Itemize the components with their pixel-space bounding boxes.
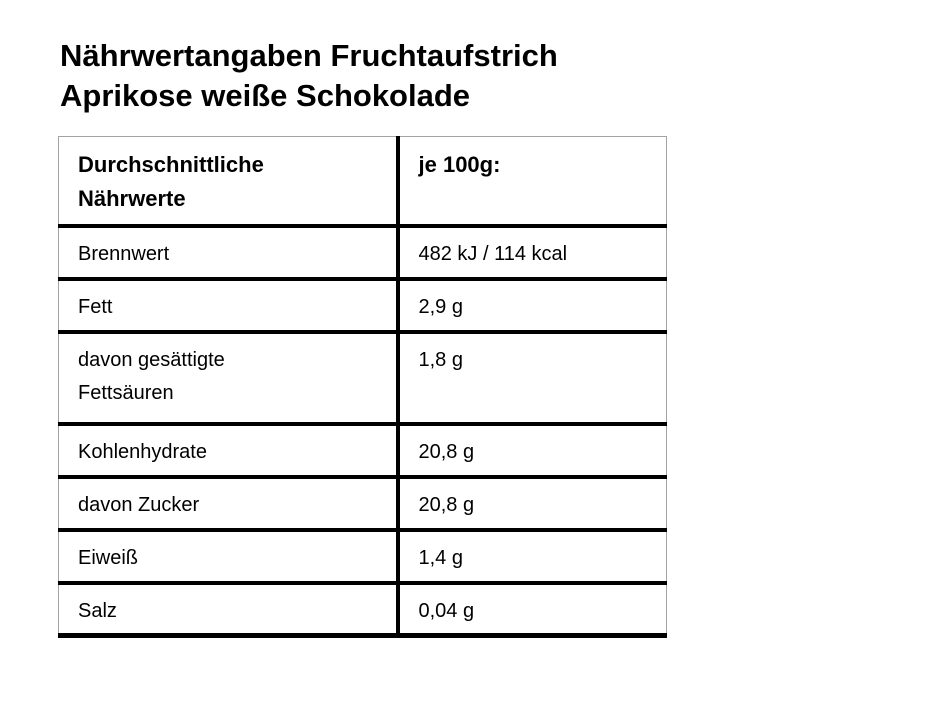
table-row-fett: Fett 2,9 g <box>58 278 667 334</box>
table-row-eiweiss: Eiweiß 1,4 g <box>58 529 667 585</box>
table-row-brennwert: Brennwert 482 kJ / 114 kcal <box>58 225 667 281</box>
row-label-cell: Brennwert <box>58 225 400 281</box>
row-label-cell: Eiweiß <box>58 529 400 585</box>
row-value: 1,4 g <box>418 546 463 569</box>
table-row-kohlenhydrate: Kohlenhydrate 20,8 g <box>58 423 667 479</box>
nutrition-table: Durchschnittliche Nährwerte je 100g: Bre… <box>58 136 667 638</box>
page-title-line2: Aprikose weiße Schokolade <box>60 78 471 113</box>
row-value: 2,9 g <box>418 295 463 318</box>
row-value-cell: 1,8 g <box>397 331 667 426</box>
row-label: Fett <box>78 295 113 318</box>
row-value: 20,8 g <box>418 493 475 516</box>
row-value-cell: 0,04 g <box>397 582 667 638</box>
row-label-cell: davon Zucker <box>58 476 400 532</box>
header-cell-per-100g: je 100g: <box>397 136 667 228</box>
row-label: davon Zucker <box>78 493 200 516</box>
row-value: 20,8 g <box>418 440 475 463</box>
table-header-row: Durchschnittliche Nährwerte je 100g: <box>58 136 667 228</box>
document-content: Nährwertangaben Fruchtaufstrich Aprikose… <box>58 0 667 638</box>
row-value: 482 kJ / 114 kcal <box>418 242 568 265</box>
row-label: davon gesättigte Fettsäuren <box>78 348 225 404</box>
row-label: Eiweiß <box>78 546 139 569</box>
row-value-cell: 2,9 g <box>397 278 667 334</box>
page-title: Nährwertangaben Fruchtaufstrich Aprikose… <box>60 36 667 116</box>
row-value: 0,04 g <box>418 599 475 622</box>
page-title-line1: Nährwertangaben Fruchtaufstrich <box>60 38 558 73</box>
table-row-zucker: davon Zucker 20,8 g <box>58 476 667 532</box>
row-value: 1,8 g <box>418 348 463 371</box>
row-label-cell: Salz <box>58 582 400 638</box>
row-label-cell: Fett <box>58 278 400 334</box>
row-value-cell: 20,8 g <box>397 423 667 479</box>
row-label: Salz <box>78 599 117 622</box>
row-label-cell: Kohlenhydrate <box>58 423 400 479</box>
row-value-cell: 20,8 g <box>397 476 667 532</box>
row-label: Brennwert <box>78 242 170 265</box>
row-label-cell: davon gesättigte Fettsäuren <box>58 331 400 426</box>
row-value-cell: 1,4 g <box>397 529 667 585</box>
row-label: Kohlenhydrate <box>78 440 207 463</box>
row-value-cell: 482 kJ / 114 kcal <box>397 225 667 281</box>
table-row-salz: Salz 0,04 g <box>58 582 667 638</box>
header-nutrients-label: Durchschnittliche Nährwerte <box>78 152 264 211</box>
header-per-100g-label: je 100g: <box>418 152 501 177</box>
table-row-gesaettigte-fettsaeuren: davon gesättigte Fettsäuren 1,8 g <box>58 331 667 426</box>
header-cell-nutrients: Durchschnittliche Nährwerte <box>58 136 400 228</box>
